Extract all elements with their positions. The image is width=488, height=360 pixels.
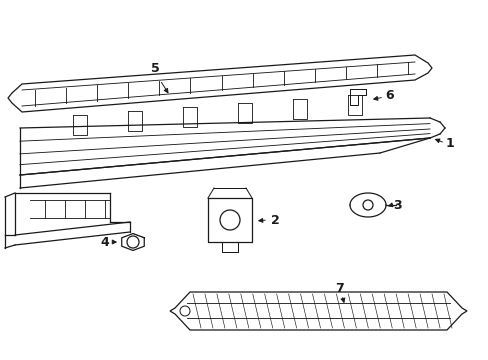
Text: 1: 1 [445,136,453,149]
Text: 3: 3 [393,198,402,212]
Text: 7: 7 [335,282,344,294]
Text: 6: 6 [385,89,393,102]
Text: 2: 2 [270,213,279,226]
Text: 5: 5 [150,62,159,75]
Text: 4: 4 [101,235,109,248]
